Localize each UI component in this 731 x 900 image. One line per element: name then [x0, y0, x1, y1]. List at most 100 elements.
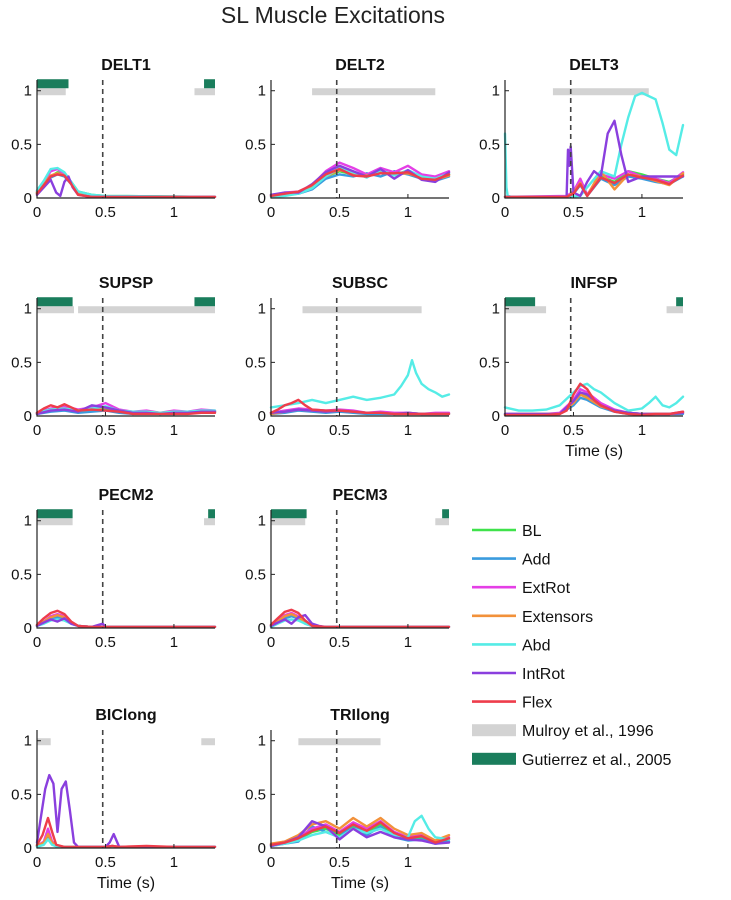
panel-delt1-series-introt	[35, 175, 217, 199]
panel-supsp-gutierrez-bar-2	[194, 297, 215, 307]
panel-delt1-gutierrez-bar-1	[37, 79, 69, 89]
panel-subsc-series-flex	[269, 398, 451, 416]
legend-mulroy-et-al-1996-label: Mulroy et al., 1996	[522, 723, 654, 740]
panel-infsp-gutierrez-bar-1	[505, 297, 536, 307]
panel-trilong-title: TRIlong	[330, 707, 390, 724]
panel-pecm3-gutierrez-bar-2	[442, 509, 449, 519]
panel-trilong-ytick-label: 1	[258, 733, 266, 750]
panel-pecm3-series-flex	[269, 608, 451, 629]
panel-infsp-series-flex	[503, 382, 685, 417]
panel-delt1-ytick-label: 0	[24, 190, 32, 207]
legend-extensors-label: Extensors	[522, 609, 593, 626]
panel-delt3-series-extensors	[503, 169, 685, 199]
panel-subsc: SUBSC 0 0.5 1 0 0.5 1	[245, 275, 451, 439]
panel-supsp-ytick-label: 0	[24, 408, 32, 425]
panel-delt2-xtick-label: 0	[267, 204, 275, 221]
panel-infsp-xlabel: Time (s)	[565, 443, 623, 460]
panel-trilong-ytick-label: 0	[258, 840, 266, 857]
panel-biclong-series-extensors	[35, 832, 217, 849]
panel-delt1-ytick-label: 1	[24, 83, 32, 100]
panel-delt1-xtick-label: 0.5	[95, 204, 116, 221]
panel-delt3-xtick-label: 0.5	[563, 204, 584, 221]
panel-biclong-mulroy-bar-2	[201, 738, 215, 746]
panel-infsp-ytick-label: 0	[492, 408, 500, 425]
panel-trilong: TRIlong 0 0.5 1 0 0.5 1 Time (s)	[245, 707, 451, 892]
panel-trilong-series-introt	[269, 820, 451, 848]
panel-biclong: BIClong 0 0.5 1 0 0.5 1 Time (s)	[11, 707, 217, 892]
panel-pecm2-ytick-label: 0.5	[11, 566, 32, 583]
panel-supsp-xtick-label: 0	[33, 422, 41, 439]
panel-infsp-mulroy-bar-2	[666, 306, 683, 314]
panel-supsp-mulroy-bar-1	[37, 306, 74, 314]
panel-biclong-ytick-label: 0	[24, 840, 32, 857]
panel-delt3-ytick-label: 0	[492, 190, 500, 207]
panel-subsc-xtick-label: 0.5	[329, 422, 350, 439]
panel-biclong-ytick-label: 1	[24, 733, 32, 750]
panel-delt3-series-flex	[503, 173, 685, 199]
panel-infsp-series-abd	[503, 382, 685, 412]
panel-pecm3: PECM3 0 0.5 1 0 0.5 1	[245, 487, 451, 651]
panel-supsp-title: SUPSP	[99, 275, 154, 292]
panel-trilong-xlabel: Time (s)	[331, 875, 389, 892]
panel-delt1-mulroy-bar-2	[194, 88, 215, 96]
panel-biclong-xtick-label: 0	[33, 854, 41, 871]
panel-infsp-xtick-label: 0	[501, 422, 509, 439]
panel-pecm2-series-introt	[35, 617, 217, 629]
panel-supsp-ytick-label: 1	[24, 301, 32, 318]
panel-pecm3-xtick-label: 0	[267, 634, 275, 651]
panel-delt2-xtick-label: 1	[404, 204, 412, 221]
panel-trilong-xtick-label: 1	[404, 854, 412, 871]
panel-delt3-series-introt	[503, 119, 685, 199]
panel-delt3-xtick-label: 1	[638, 204, 646, 221]
panel-delt1-xtick-label: 0	[33, 204, 41, 221]
panel-infsp-xtick-label: 1	[638, 422, 646, 439]
panel-delt1-title: DELT1	[101, 57, 151, 74]
panel-trilong-xtick-label: 0	[267, 854, 275, 871]
panel-infsp: INFSP 0 0.5 1 0 0.5 1 Time (s)	[479, 275, 685, 460]
panel-supsp-gutierrez-bar-1	[37, 297, 73, 307]
legend-add-label: Add	[522, 552, 550, 569]
panel-pecm2-xtick-label: 1	[170, 634, 178, 651]
panel-delt3-title: DELT3	[569, 57, 619, 74]
panel-pecm3-title: PECM3	[332, 487, 387, 504]
panel-infsp-ytick-label: 0.5	[479, 354, 500, 371]
panel-biclong-ytick-label: 0.5	[11, 786, 32, 803]
panel-delt3-ytick-label: 0.5	[479, 136, 500, 153]
panel-supsp-ytick-label: 0.5	[11, 354, 32, 371]
panel-supsp-xtick-label: 1	[170, 422, 178, 439]
panel-delt1-series-flex	[35, 173, 217, 199]
panel-pecm2-ytick-label: 1	[24, 513, 32, 530]
panel-subsc-ytick-label: 1	[258, 301, 266, 318]
panel-pecm2-mulroy-bar-2	[204, 518, 215, 526]
panel-pecm3-xtick-label: 1	[404, 634, 412, 651]
panel-subsc-title: SUBSC	[332, 275, 388, 292]
panel-delt2-mulroy-bar-1	[312, 88, 436, 96]
panel-supsp-series-flex	[35, 403, 217, 416]
panel-subsc-xtick-label: 1	[404, 422, 412, 439]
legend: BL Add ExtRot Extensors Abd IntRot Flex Mulroy …	[472, 523, 672, 769]
panel-delt2-ytick-label: 0.5	[245, 136, 266, 153]
legend-bl-label: BL	[522, 523, 542, 540]
panel-delt2-series-flex	[269, 167, 451, 198]
figure-title: SL Muscle Excitations	[221, 2, 445, 28]
legend-gutierrez-et-al-2005-swatch	[472, 752, 516, 765]
panel-subsc-series-abd	[269, 359, 451, 409]
panel-delt2-xtick-label: 0.5	[329, 204, 350, 221]
legend-mulroy-et-al-1996-swatch	[472, 724, 516, 737]
panel-delt3: DELT3 0 0.5 1 0 0.5 1	[479, 57, 685, 221]
panel-delt1-mulroy-bar-1	[37, 88, 66, 96]
panel-delt1-ytick-label: 0.5	[11, 136, 32, 153]
panel-trilong-xtick-label: 0.5	[329, 854, 350, 871]
panel-delt3-mulroy-bar-1	[552, 88, 649, 96]
subplots-grid: DELT1 0 0.5 1 0 0.5 1 DELT2 0 0.5 1 0 0.5 1 DELT3 0 0.5 1…	[11, 57, 685, 892]
panel-biclong-series-extrot	[35, 827, 217, 849]
panel-pecm2-ytick-label: 0	[24, 620, 32, 637]
panel-delt1: DELT1 0 0.5 1 0 0.5 1	[11, 57, 217, 221]
panel-infsp-title: INFSP	[570, 275, 617, 292]
panel-delt2-title: DELT2	[335, 57, 385, 74]
panel-pecm2: PECM2 0 0.5 1 0 0.5 1	[11, 487, 217, 651]
panel-pecm3-ytick-label: 1	[258, 513, 266, 530]
panel-pecm3-gutierrez-bar-1	[271, 509, 307, 519]
legend-abd-label: Abd	[522, 637, 550, 654]
